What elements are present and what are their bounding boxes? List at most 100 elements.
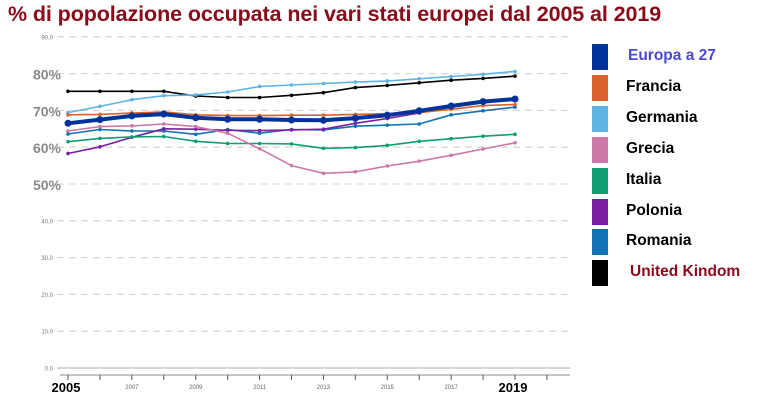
x-tick-label: 2009 (189, 385, 203, 391)
data-point-romania (481, 108, 485, 113)
data-point-italia (481, 134, 485, 138)
legend-label: Grecia (626, 139, 675, 157)
data-point-italia (289, 142, 294, 146)
data-point-grecia (257, 146, 262, 151)
data-point-germania (257, 84, 262, 89)
x-tick-label: 2005 (52, 380, 81, 395)
y-tick-label: 0.0 (45, 367, 54, 373)
data-point-romania (193, 132, 198, 137)
x-tick-label: 2015 (381, 385, 395, 391)
data-point-italia (193, 139, 198, 144)
y-tick-label: 30.0 (41, 256, 53, 262)
data-point-grecia (130, 124, 134, 128)
data-point-italia (130, 135, 134, 139)
data-point-francia (513, 102, 517, 107)
data-point-italia (66, 139, 70, 144)
legend-swatch (592, 44, 608, 70)
data-point-europa-a-27 (64, 119, 72, 127)
data-point-grecia (449, 153, 453, 158)
chart-title: % di popolazione occupata nei vari stati… (8, 2, 662, 26)
data-point-italia (257, 141, 262, 146)
data-point-united-kindom (225, 95, 230, 100)
data-point-grecia (98, 124, 102, 129)
data-point-grecia (417, 159, 422, 163)
data-point-polonia (193, 127, 198, 131)
data-point-grecia (513, 140, 517, 145)
data-point-polonia (98, 145, 102, 149)
data-point-germania (98, 104, 102, 109)
data-point-romania (449, 113, 453, 117)
data-point-germania (161, 93, 166, 98)
y-tick-label: 10.0 (41, 330, 53, 336)
data-point-germania (321, 81, 326, 86)
data-point-united-kindom (353, 85, 358, 90)
legend-item-grecia: Grecia (592, 136, 768, 163)
legend-item-united-kindom: United Kindom (592, 260, 768, 287)
data-point-europa-a-27 (192, 114, 200, 122)
data-point-united-kindom (385, 83, 390, 88)
data-point-united-kindom (66, 89, 70, 94)
data-point-united-kindom (98, 89, 102, 94)
data-point-united-kindom (130, 89, 134, 94)
legend-item-germania: Germania (592, 105, 768, 132)
data-point-germania (193, 93, 198, 97)
data-point-italia (225, 141, 230, 146)
legend-item-italia: Italia (592, 167, 768, 194)
data-point-united-kindom (161, 89, 166, 94)
data-point-germania (417, 76, 422, 81)
legend-swatch (592, 229, 608, 256)
data-point-europa-a-27 (288, 116, 296, 124)
legend-swatch (592, 260, 608, 287)
data-point-united-kindom (417, 81, 422, 85)
data-point-europa-a-27 (319, 116, 327, 124)
data-point-europa-a-27 (511, 95, 519, 103)
data-point-germania (481, 72, 485, 77)
legend-label: Francia (626, 77, 682, 95)
data-point-italia (417, 139, 422, 144)
x-tick-label: 2013 (317, 385, 331, 391)
data-point-germania (353, 80, 358, 84)
data-point-united-kindom (321, 90, 326, 95)
data-point-italia (353, 145, 358, 150)
data-point-germania (513, 69, 517, 74)
legend-item-francia: Francia (592, 74, 768, 101)
data-point-romania (257, 131, 262, 136)
data-point-italia (98, 136, 102, 141)
data-point-polonia (161, 127, 166, 131)
legend-label: Italia (626, 170, 662, 188)
legend-swatch (592, 136, 608, 163)
legend-item-polonia: Polonia (592, 198, 768, 225)
data-point-francia (321, 113, 326, 117)
y-tick-label: 40.0 (41, 219, 53, 225)
data-point-grecia (225, 131, 230, 136)
data-point-polonia (353, 121, 358, 126)
data-point-polonia (321, 127, 326, 131)
data-point-romania (98, 127, 102, 132)
data-point-grecia (289, 163, 294, 168)
y-tick-label: 70% (33, 103, 62, 119)
data-point-romania (353, 124, 358, 129)
series-line-italia (67, 133, 516, 150)
legend-label: Polonia (626, 201, 682, 219)
data-point-europa-a-27 (96, 116, 104, 124)
data-point-germania (225, 90, 230, 94)
data-point-united-kindom (257, 95, 262, 100)
data-point-united-kindom (449, 78, 453, 83)
data-point-polonia (225, 128, 230, 133)
x-tick-label: 2019 (499, 380, 528, 395)
data-point-europa-a-27 (224, 115, 232, 123)
data-point-grecia (193, 124, 198, 129)
data-point-grecia (385, 164, 390, 168)
legend-swatch (592, 167, 608, 194)
data-point-italia (449, 136, 453, 141)
x-tick-label: 2011 (253, 385, 267, 391)
data-point-romania (385, 123, 390, 127)
legend-label: Europa a 27 (628, 47, 716, 64)
line-chart: 0.0 10.0 20.0 30.0 40.0 50% 60% 70% 80% 90.0 2005 2… (33, 35, 570, 395)
data-point-europa-a-27 (160, 110, 168, 118)
data-point-united-kindom (289, 93, 294, 98)
data-point-italia (513, 132, 517, 137)
data-point-europa-a-27 (128, 112, 136, 120)
data-point-grecia (66, 129, 70, 133)
y-tick-label: 60% (33, 140, 62, 156)
